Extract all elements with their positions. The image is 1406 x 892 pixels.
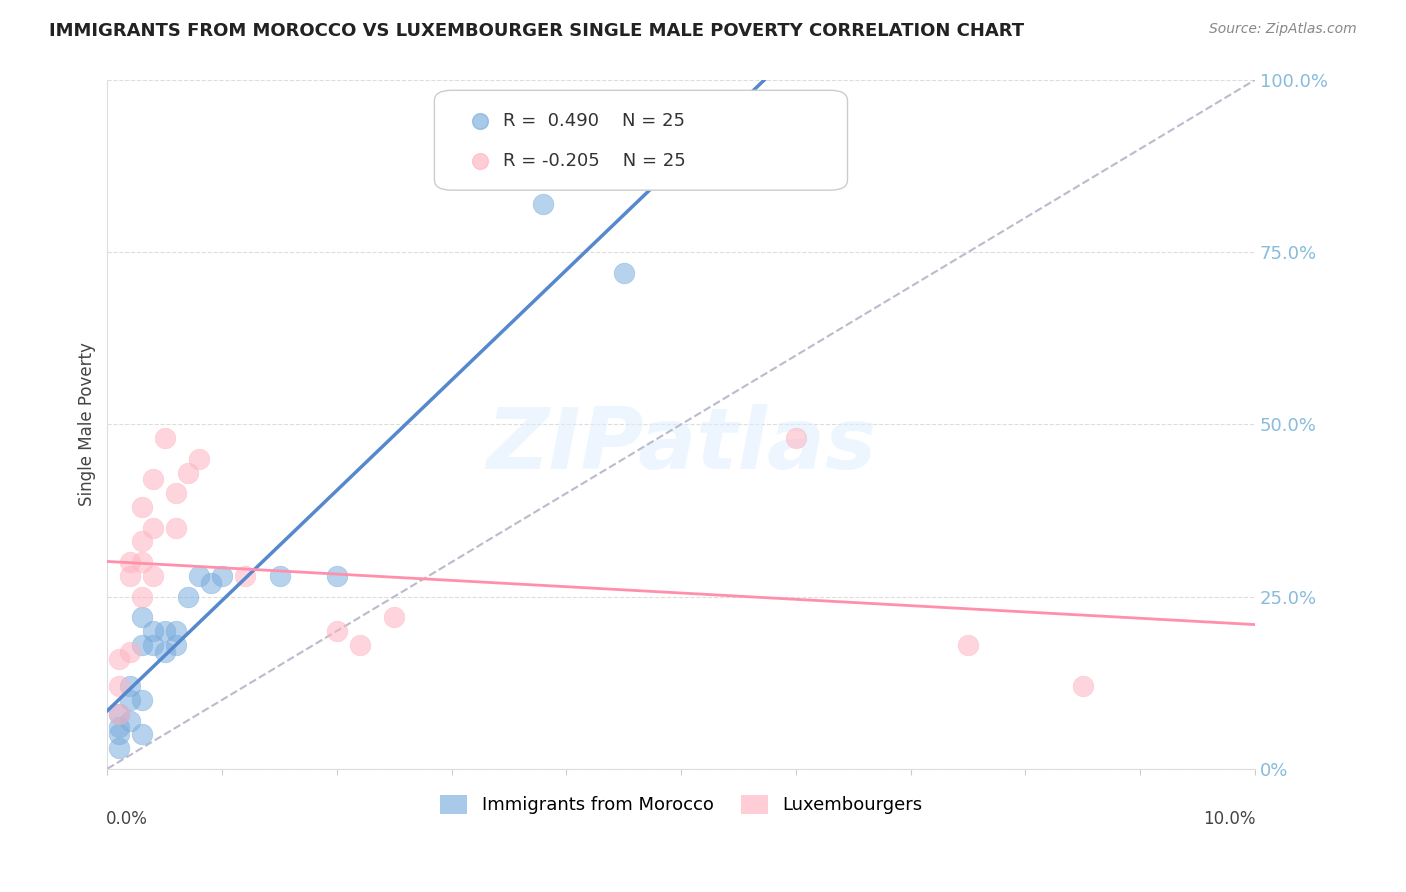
Point [188,451,211,466]
Point [153,645,176,659]
Point [1071,679,1094,693]
Point [108,706,131,721]
Point [956,638,979,652]
Text: 0.0%: 0.0% [107,810,148,828]
Point [108,651,131,665]
Point [142,473,165,487]
Point [142,624,165,638]
Point [349,638,371,652]
Point [108,720,131,734]
Text: R = -0.205    N = 25: R = -0.205 N = 25 [503,153,686,170]
Text: IMMIGRANTS FROM MOROCCO VS LUXEMBOURGER SINGLE MALE POVERTY CORRELATION CHART: IMMIGRANTS FROM MOROCCO VS LUXEMBOURGER … [49,22,1025,40]
Point [533,197,555,211]
Point [142,638,165,652]
Point [326,569,349,583]
Point [153,431,176,445]
Text: Source: ZipAtlas.com: Source: ZipAtlas.com [1209,22,1357,37]
Point [131,500,153,514]
Point [165,638,187,652]
Point [233,569,256,583]
Point [153,624,176,638]
Point [108,679,131,693]
Point [269,569,291,583]
Point [108,727,131,741]
Point [131,610,153,624]
Point [131,693,153,707]
Point [120,714,142,728]
Point [613,266,636,280]
Point [131,590,153,604]
Point [108,741,131,756]
Y-axis label: Single Male Poverty: Single Male Poverty [79,343,96,507]
Point [131,534,153,549]
Point [131,727,153,741]
Point [120,693,142,707]
Point [200,575,222,590]
Point [131,555,153,569]
Point [142,569,165,583]
Point [131,638,153,652]
Text: ZIPatlas: ZIPatlas [486,403,876,486]
Point [177,590,200,604]
Point [165,521,187,535]
Point [382,610,405,624]
Point [785,431,807,445]
Point [211,569,233,583]
Point [165,624,187,638]
Point [120,645,142,659]
Point [120,569,142,583]
Point [188,569,211,583]
Point [165,486,187,500]
Point [177,466,200,480]
Point [120,555,142,569]
Point [108,706,131,721]
Point [326,624,349,638]
FancyBboxPatch shape [434,90,848,190]
Text: R =  0.490    N = 25: R = 0.490 N = 25 [503,112,685,130]
Text: 10.0%: 10.0% [1204,810,1256,828]
Point [120,679,142,693]
Legend: Immigrants from Morocco, Luxembourgers: Immigrants from Morocco, Luxembourgers [433,788,929,822]
Point [142,521,165,535]
